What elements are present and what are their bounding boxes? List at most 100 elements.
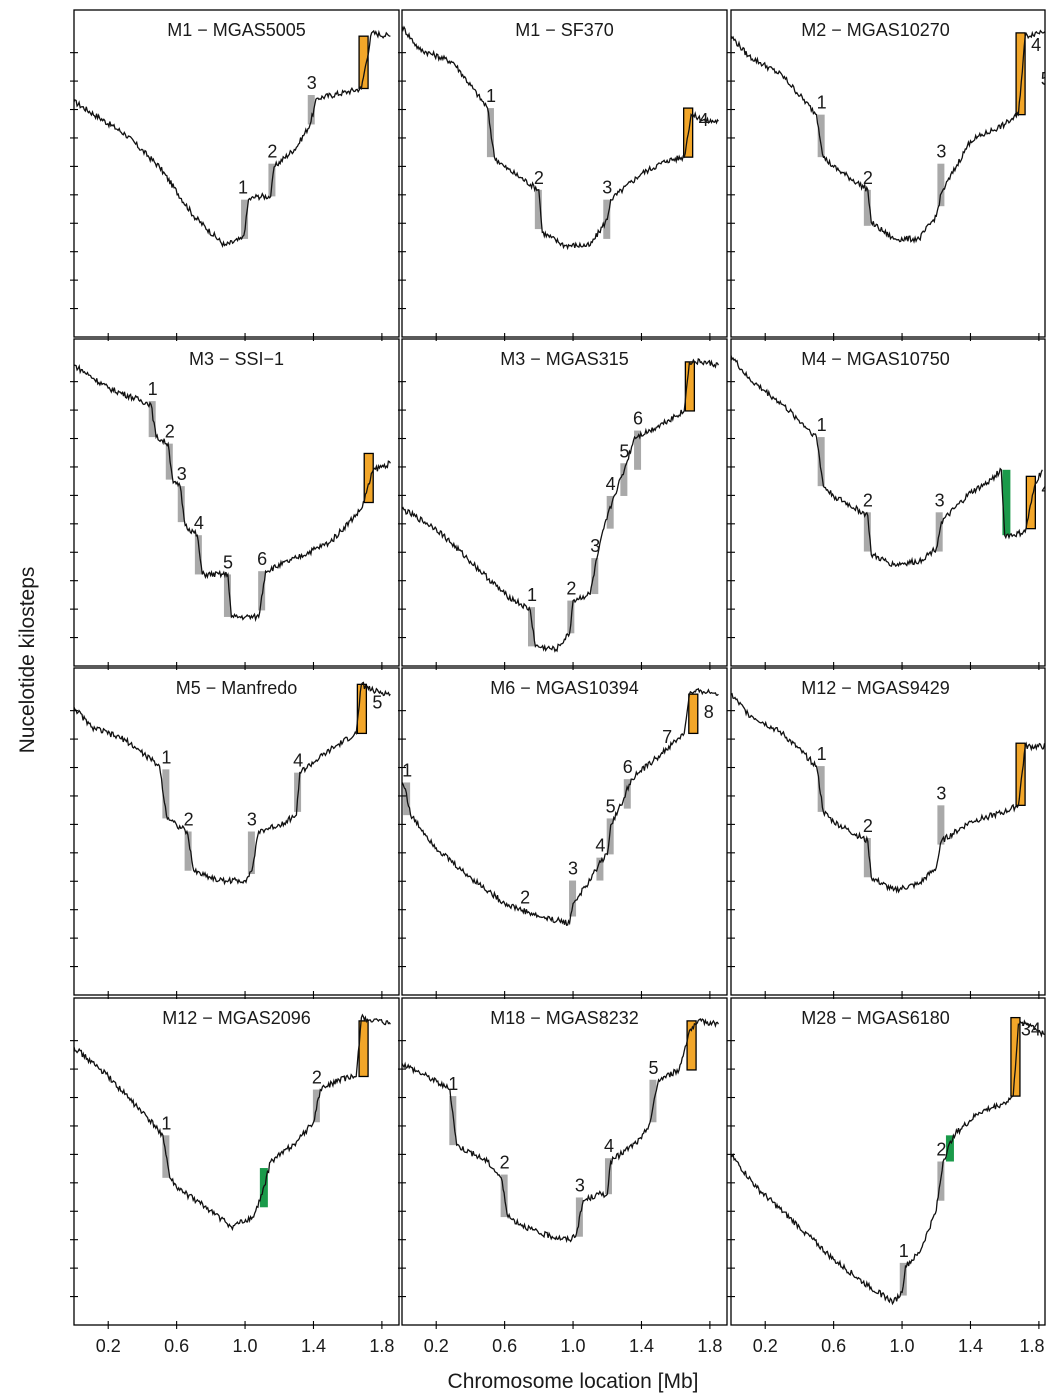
marker-label-5: 6 [623, 757, 633, 777]
marker-label-3: 4 [595, 836, 605, 856]
gray-segment-3 [294, 772, 302, 812]
green-box-3 [1002, 469, 1011, 536]
marker-label-1: 2 [267, 142, 277, 162]
marker-label-2: 3 [307, 73, 317, 93]
marker-label-7: 8 [704, 702, 714, 722]
marker-label-2: 3 [568, 859, 578, 879]
panel-title: M5 − Manfredo [176, 678, 298, 698]
series-line [731, 1019, 1045, 1306]
marker-label-1: 2 [500, 1153, 510, 1173]
gray-segment-2 [937, 163, 945, 207]
panel-plot-area: 123 [731, 692, 1045, 894]
x-tick-label: 0.6 [821, 1336, 846, 1356]
gray-segment-5 [258, 571, 266, 611]
series-line [731, 29, 1045, 244]
panel-2: 1 2 3 45 M2 − MGAS10270 [727, 9, 1046, 341]
x-tick-label: 1.0 [561, 1336, 586, 1356]
series-line [74, 364, 391, 623]
marker-label-0: 1 [817, 744, 827, 764]
x-tick-label: 0.2 [753, 1336, 778, 1356]
panel-frame [730, 667, 1046, 996]
marker-label-3: 4 [699, 110, 709, 130]
gray-segment-1 [863, 512, 871, 552]
marker-label-1: 2 [520, 887, 530, 907]
x-tick-label: 0.2 [424, 1336, 449, 1356]
panel-1: 1 2 3 4 M1 − SF370 [398, 9, 728, 341]
panel-6: 1 2 3 4 5 M5 − Manfredo [70, 667, 400, 999]
gray-segment-2 [177, 486, 185, 523]
gray-segment-2 [569, 880, 577, 917]
marker-label-2: 3 [935, 490, 945, 510]
panel-title: M1 − SF370 [515, 20, 614, 40]
marker-label-4: 5 [223, 552, 233, 572]
gray-segment-0 [817, 437, 825, 487]
marker-label-0: 1 [899, 1241, 909, 1261]
series-line [74, 681, 391, 886]
orange-box-3 [1015, 742, 1026, 806]
panel-frame [73, 997, 400, 1326]
gray-segment-4 [649, 1079, 657, 1123]
panel-frame [401, 997, 728, 1326]
gray-segment-3 [606, 495, 614, 529]
panel-plot-area: 1 2 3 45 [731, 29, 1045, 244]
x-tick-label: 0.6 [164, 1336, 189, 1356]
panel-frame [730, 997, 1046, 1326]
gray-segment-1 [534, 189, 542, 230]
panel-plot-area: 12 [74, 1013, 391, 1232]
marker-label-1: 2 [184, 810, 194, 830]
marker-label-2: 3 [247, 810, 257, 830]
panel-frame [401, 338, 728, 667]
marker-label-2: 3 [177, 464, 187, 484]
x-tick-label: 1.4 [301, 1336, 326, 1356]
panel-5: 1 2 3 4 M4 − MGAS10750 [727, 338, 1046, 670]
marker-label-5: 6 [633, 409, 643, 429]
marker-label-0: 1 [161, 747, 171, 767]
panel-title: M18 − MGAS8232 [490, 1008, 639, 1028]
series-line [402, 1018, 719, 1244]
marker-label-3: 4 [293, 751, 303, 771]
gray-segment-3 [596, 857, 604, 881]
orange-box-7 [688, 693, 699, 735]
x-tick-label: 1.4 [629, 1336, 654, 1356]
x-tick-label: 1.8 [369, 1336, 394, 1356]
marker-label-2: 3 [590, 536, 600, 556]
panel-plot-area: 1 2 3 456 [402, 358, 719, 653]
marker-label-3: 4 [194, 513, 204, 533]
orange-box-3 [1015, 32, 1026, 116]
panel-10: 1 2 34 5 M18 − MGAS8232 0.2 0.6 1.0 1.4 1.8 [398, 997, 728, 1356]
panel-title: M6 − MGAS10394 [490, 678, 639, 698]
marker-label-0: 1 [817, 415, 827, 435]
marker-label-0: 1 [148, 379, 158, 399]
orange-box-6 [363, 452, 374, 504]
gray-segment-5 [634, 430, 642, 470]
gray-segment-0 [241, 199, 249, 239]
panel-3: 1 2 3 45 6 M3 − SSI−1 [70, 338, 400, 670]
marker-label-3: 4 [606, 474, 616, 494]
orange-box-5 [686, 1020, 697, 1071]
marker-label-0: 1 [817, 93, 827, 113]
panel-title: M12 − MGAS2096 [162, 1008, 311, 1028]
panel-plot-area: 1 2 3 4 [402, 25, 719, 251]
marker-label-1: 2 [863, 816, 873, 836]
marker-label-2: 3 [936, 142, 946, 162]
marker-label-0: 1 [486, 86, 496, 106]
panel-plot-area: 1 2 3 4 [731, 355, 1045, 568]
series-line [731, 355, 1043, 568]
panel-title: M2 − MGAS10270 [801, 20, 950, 40]
panel-frame [73, 667, 400, 996]
marker-label-0: 1 [448, 1074, 458, 1094]
gray-segment-1 [863, 189, 871, 226]
series-line [74, 29, 391, 249]
gray-segment-1 [184, 831, 192, 871]
x-tick-label: 0.2 [96, 1336, 121, 1356]
marker-label-4: 5 [648, 1058, 658, 1078]
panel-frame [730, 9, 1046, 338]
marker-label-0: 1 [161, 1113, 171, 1133]
panel-frame [401, 9, 728, 338]
marker-label-1: 2 [165, 422, 175, 442]
marker-label-0: 1 [238, 178, 248, 198]
panel-frame [73, 338, 400, 667]
panel-plot-area: 12 3 [74, 29, 391, 249]
marker-label-1: 2 [566, 579, 576, 599]
